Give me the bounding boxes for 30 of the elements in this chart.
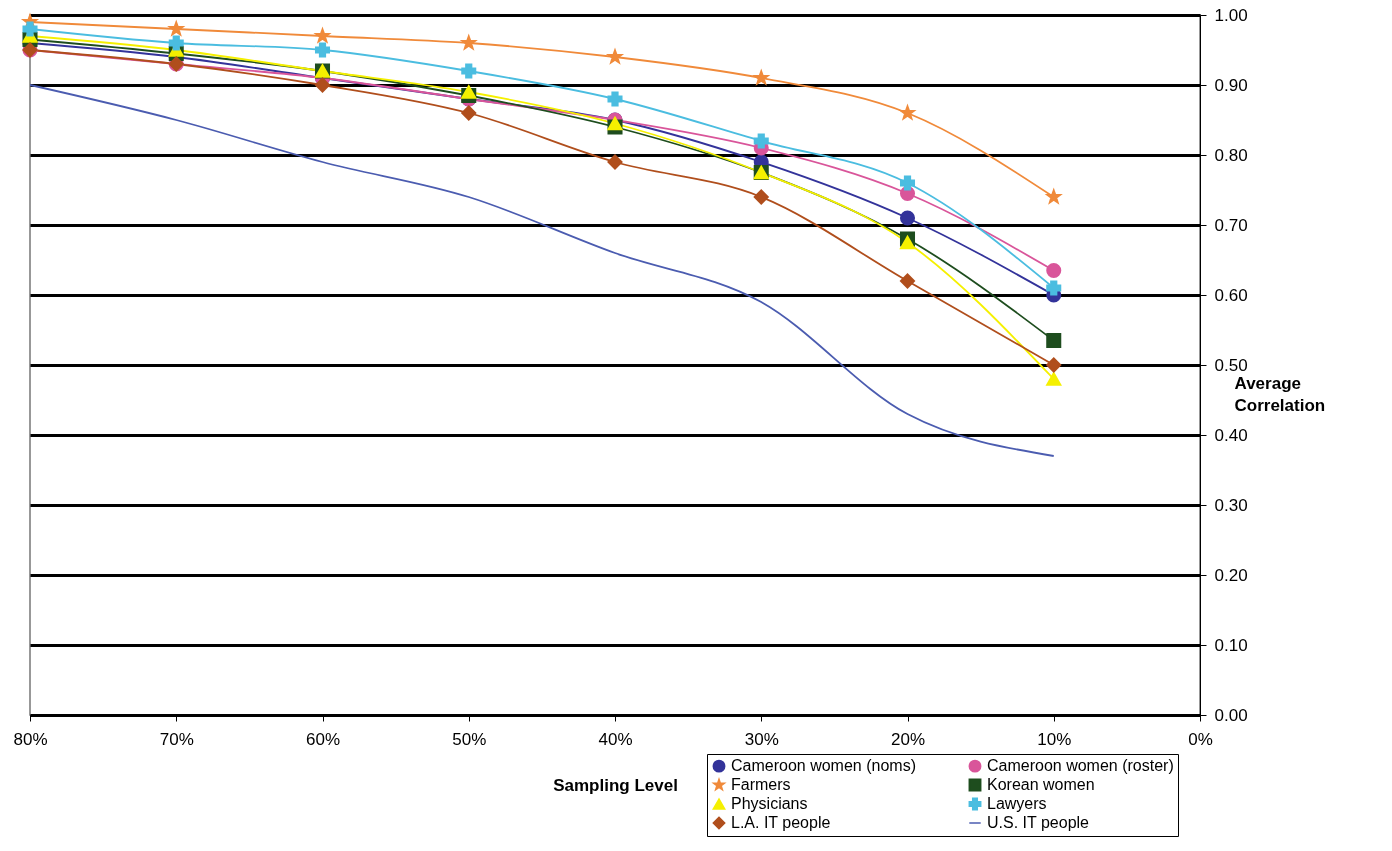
legend-label: Cameroon women (noms): [731, 757, 916, 775]
x-tick-label: 10%: [1037, 729, 1072, 749]
y-tick-label: 0.10: [1214, 635, 1248, 655]
x-tick-label: 40%: [598, 729, 633, 749]
x-tick-label: 70%: [159, 729, 194, 749]
legend-label: Cameroon women (roster): [987, 757, 1174, 775]
y-tick-label: 0.80: [1214, 145, 1248, 165]
legend-label: Lawyers: [987, 795, 1047, 812]
y-tick-label: 0.20: [1214, 565, 1248, 585]
legend-label: U.S. IT people: [987, 814, 1090, 831]
x-tick-label: 30%: [744, 729, 779, 749]
y-tick-label: 0.30: [1214, 495, 1248, 515]
x-axis-title: Sampling Level: [553, 775, 678, 795]
y-tick-label: 0.60: [1214, 285, 1248, 305]
legend-label: L.A. IT people: [731, 814, 831, 831]
y-tick-label: 0.70: [1214, 215, 1248, 235]
x-tick-label: 20%: [890, 729, 926, 749]
x-tick-label: 80%: [13, 729, 48, 749]
x-tick-label: 50%: [452, 729, 487, 749]
y-tick-label: 0.00: [1214, 705, 1248, 725]
y-tick-label: 0.50: [1214, 355, 1248, 375]
legend-label: Physicians: [731, 795, 808, 812]
legend-label: Farmers: [731, 776, 791, 793]
y-tick-label: 0.90: [1214, 75, 1248, 95]
x-tick-label: 0%: [1188, 729, 1213, 749]
x-tick-label: 60%: [305, 729, 341, 749]
y-tick-label: 1.00: [1214, 5, 1248, 25]
y-axis-title: Average Correlation: [1234, 373, 1326, 415]
legend-label: Korean women: [987, 776, 1095, 793]
y-tick-label: 0.40: [1214, 425, 1248, 445]
